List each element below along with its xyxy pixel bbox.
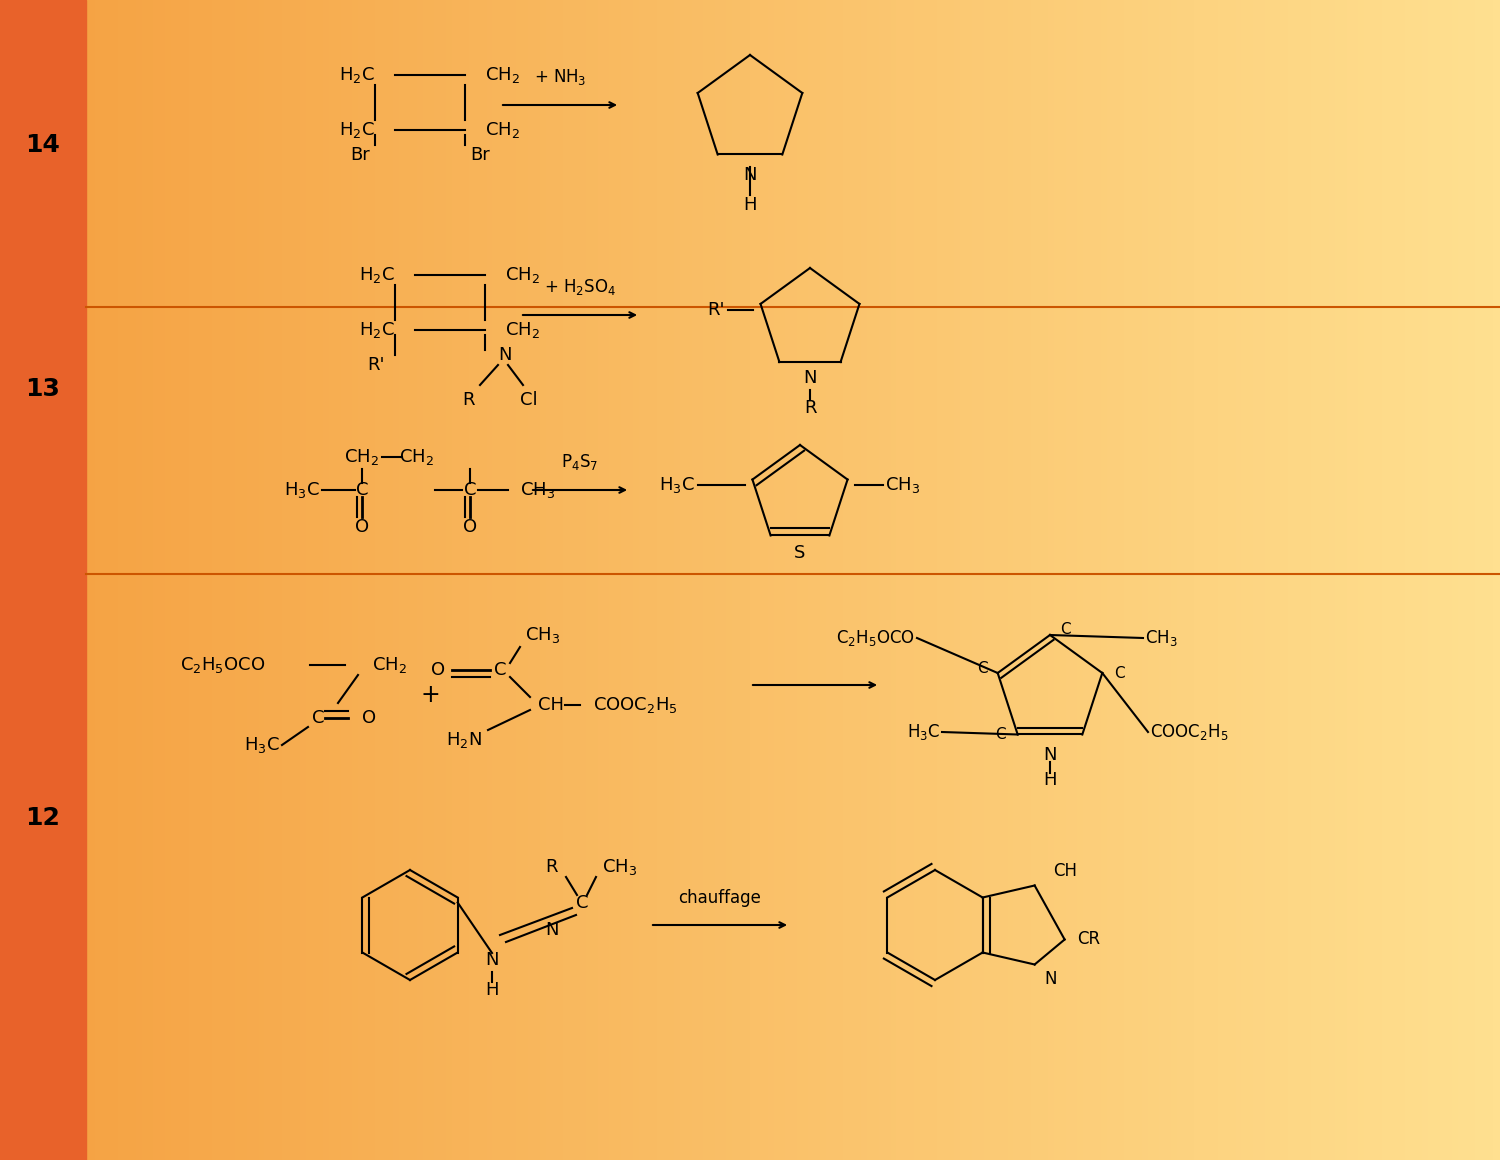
Text: P$_4$S$_7$: P$_4$S$_7$ <box>561 452 598 472</box>
Text: +: + <box>420 683 440 706</box>
Text: N: N <box>1044 746 1056 764</box>
Text: O: O <box>430 661 445 679</box>
Bar <box>0 0 86 1160</box>
Text: C: C <box>1114 666 1125 681</box>
Text: N: N <box>804 369 816 387</box>
Text: CH: CH <box>1053 862 1077 879</box>
Text: CH$_3$: CH$_3$ <box>885 474 920 495</box>
Text: O: O <box>464 519 477 536</box>
Text: H$_3$C: H$_3$C <box>284 480 320 500</box>
Text: H$_3$C: H$_3$C <box>244 735 280 755</box>
Text: C: C <box>576 894 588 912</box>
Text: H$_2$C: H$_2$C <box>339 65 375 85</box>
Text: R: R <box>804 399 816 416</box>
Text: N: N <box>546 921 558 938</box>
Text: C$_2$H$_5$OCO: C$_2$H$_5$OCO <box>836 628 915 648</box>
Text: C: C <box>356 481 369 499</box>
Text: CH$_2$: CH$_2$ <box>506 264 540 285</box>
Text: Cl: Cl <box>520 391 537 409</box>
Text: 13: 13 <box>26 377 60 400</box>
Text: N: N <box>744 166 756 184</box>
Text: N: N <box>1044 971 1058 988</box>
Text: COOC$_2$H$_5$: COOC$_2$H$_5$ <box>1150 722 1228 742</box>
Text: C: C <box>464 481 477 499</box>
Text: COOC$_2$H$_5$: COOC$_2$H$_5$ <box>592 695 678 715</box>
Text: S: S <box>795 544 806 561</box>
Text: + H$_2$SO$_4$: + H$_2$SO$_4$ <box>544 277 616 297</box>
Text: H: H <box>486 981 498 999</box>
Text: CH$_3$: CH$_3$ <box>1144 628 1178 648</box>
Text: H$_2$N: H$_2$N <box>446 730 482 751</box>
Text: R: R <box>546 858 558 876</box>
Text: C: C <box>994 727 1005 742</box>
Text: CH$_3$: CH$_3$ <box>525 625 560 645</box>
Text: chauffage: chauffage <box>678 889 762 907</box>
Text: H$_2$C: H$_2$C <box>358 264 394 285</box>
Text: CH$_2$: CH$_2$ <box>484 119 520 140</box>
Text: CH$_2$: CH$_2$ <box>345 447 380 467</box>
Text: CH$_3$: CH$_3$ <box>602 857 638 877</box>
Text: 12: 12 <box>26 806 60 829</box>
Text: C: C <box>494 661 506 679</box>
Text: CH$_2$: CH$_2$ <box>506 320 540 340</box>
Text: R': R' <box>708 300 724 319</box>
Text: C: C <box>1060 623 1071 638</box>
Text: 14: 14 <box>26 133 60 157</box>
Text: O: O <box>356 519 369 536</box>
Text: N: N <box>486 951 498 969</box>
Text: C: C <box>976 660 987 675</box>
Text: H$_3$C: H$_3$C <box>658 474 694 495</box>
Text: C$_2$H$_5$OCO: C$_2$H$_5$OCO <box>180 655 266 675</box>
Text: R': R' <box>368 356 386 374</box>
Text: CH$_2$: CH$_2$ <box>399 447 435 467</box>
Text: H: H <box>1044 771 1056 789</box>
Text: CR: CR <box>1077 930 1100 949</box>
Text: H: H <box>744 196 756 213</box>
Text: CH$_2$: CH$_2$ <box>484 65 520 85</box>
Text: + NH$_3$: + NH$_3$ <box>534 67 586 87</box>
Text: R: R <box>462 391 476 409</box>
Text: N: N <box>498 346 512 364</box>
Text: Br: Br <box>350 146 370 164</box>
Text: CH$_3$: CH$_3$ <box>520 480 555 500</box>
Text: Br: Br <box>470 146 489 164</box>
Text: H$_2$C: H$_2$C <box>358 320 394 340</box>
Text: H$_2$C: H$_2$C <box>339 119 375 140</box>
Text: H$_3$C: H$_3$C <box>908 722 940 742</box>
Text: C: C <box>312 709 324 727</box>
Text: O: O <box>362 709 376 727</box>
Text: CH$_2$: CH$_2$ <box>372 655 406 675</box>
Text: CH: CH <box>538 696 564 715</box>
